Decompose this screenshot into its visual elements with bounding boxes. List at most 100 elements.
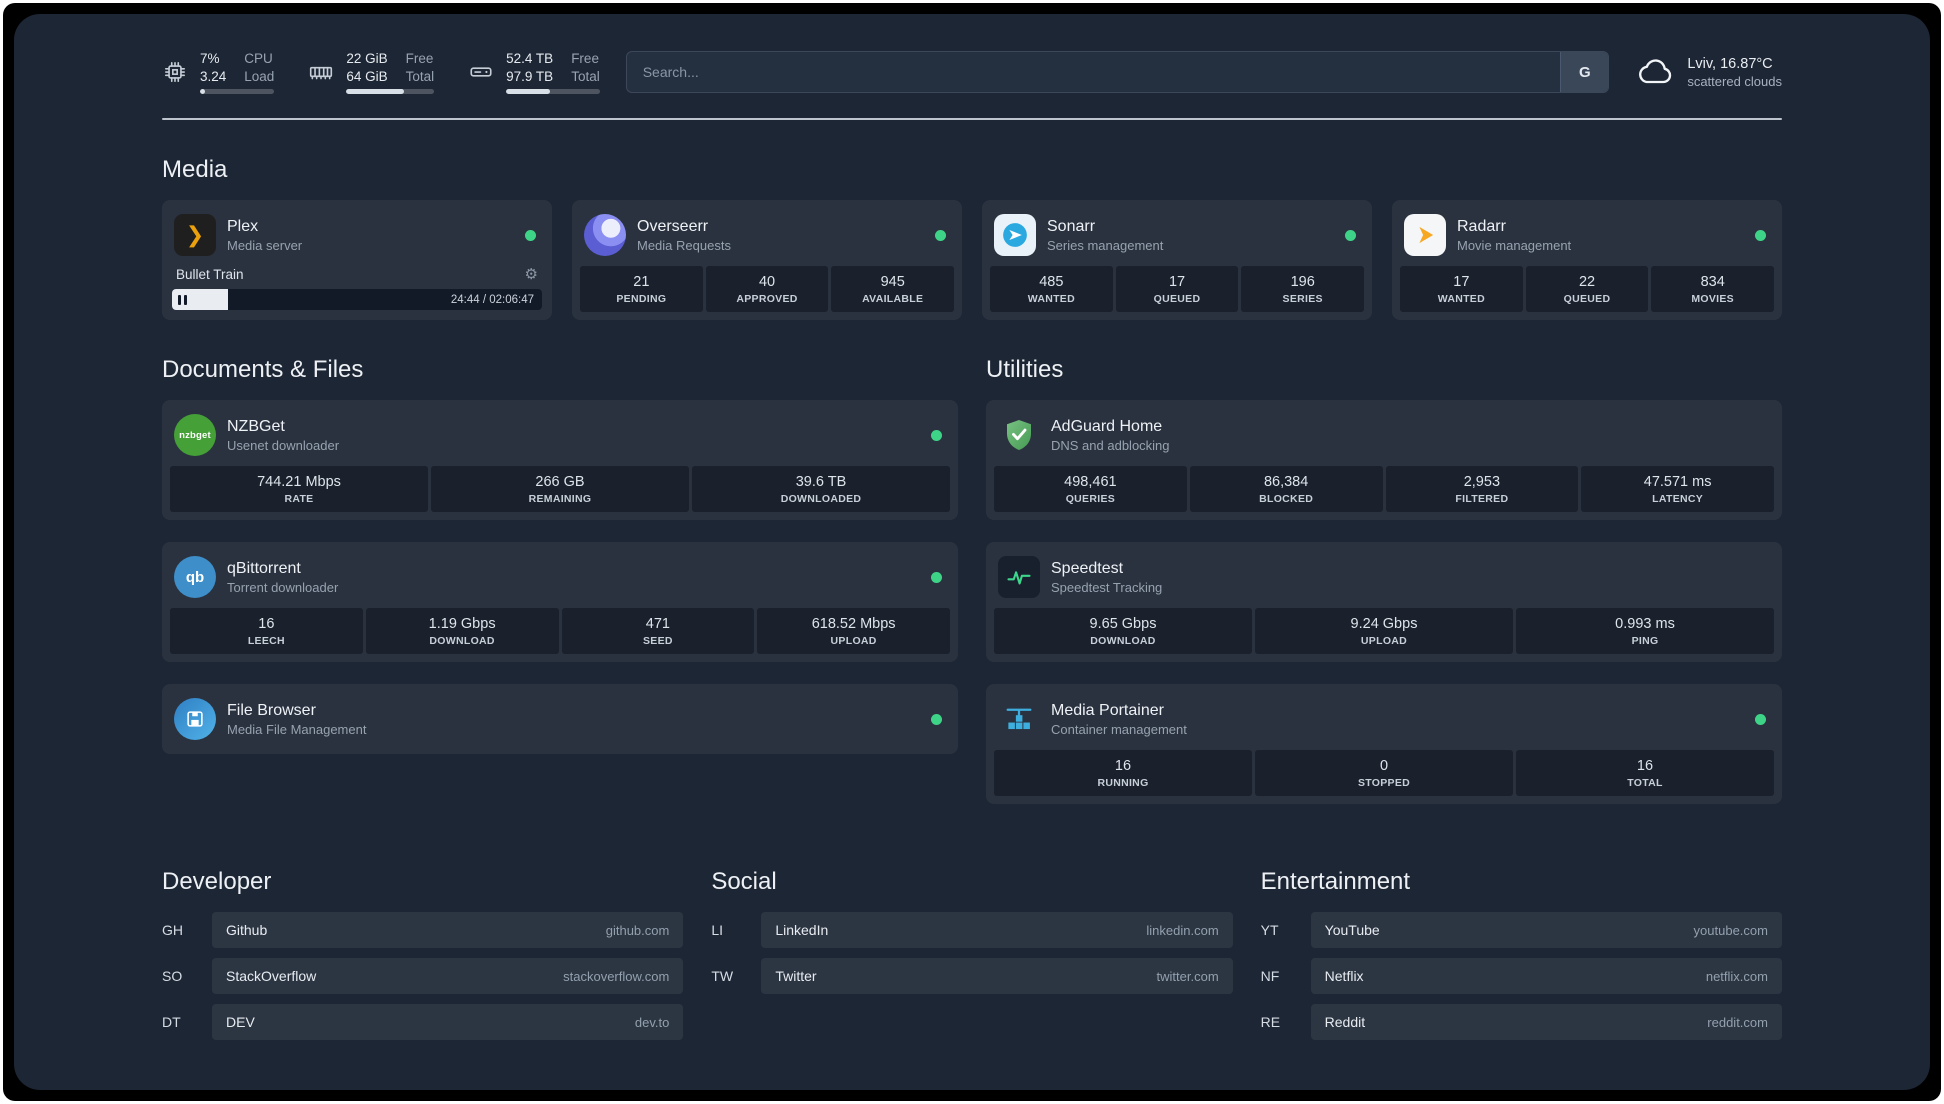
stat-value: 744.21 Mbps	[257, 474, 341, 491]
stat-value: 618.52 Mbps	[811, 616, 896, 633]
stat-value: 1.19 Gbps	[428, 616, 496, 633]
stat-tile: 40 APPROVED	[705, 266, 829, 313]
section-title-media: Media	[162, 156, 228, 184]
search-provider-button[interactable]: G	[1560, 52, 1609, 93]
stat-label: SEED	[642, 635, 673, 648]
status-dot	[931, 713, 942, 725]
bookmark-url: netflix.com	[1705, 968, 1768, 984]
service-card-plex[interactable]: ❯ Plex Media server Bullet Train ⚙	[162, 200, 552, 321]
bookmark-stackoverflow[interactable]: SO StackOverflow stackoverflow.com	[162, 958, 684, 995]
bookmark-url: dev.to	[634, 1014, 670, 1030]
service-card-nzbget[interactable]: nzbget NZBGet Usenet downloader 744.21 M…	[162, 400, 958, 521]
stat-value: 17	[1453, 274, 1470, 291]
documents-column: Documents & Files nzbget NZBGet Usenet d…	[162, 320, 958, 804]
status-dot	[931, 571, 942, 583]
service-desc: Usenet downloader	[227, 437, 340, 453]
stat-label: QUEUED	[1153, 293, 1201, 306]
service-name: Speedtest	[1051, 559, 1124, 577]
stat-label: QUEUED	[1563, 293, 1611, 306]
speedtest-icon	[998, 556, 1040, 599]
service-card-portainer[interactable]: Media Portainer Container management 16 …	[986, 684, 1782, 805]
stat-value: 86,384	[1263, 474, 1309, 491]
plex-icon: ❯	[174, 214, 216, 257]
service-card-radarr[interactable]: Radarr Movie management 17 WANTED 22 QUE…	[1392, 200, 1782, 321]
radarr-icon	[1404, 214, 1446, 257]
service-desc: Torrent downloader	[227, 579, 339, 595]
stat-tile: 945 AVAILABLE	[831, 266, 955, 313]
pause-icon[interactable]	[178, 294, 187, 305]
bookmark-github[interactable]: GH Github github.com	[162, 912, 684, 949]
bookmark-url: linkedin.com	[1146, 922, 1219, 938]
stat-label: TOTAL	[1627, 777, 1663, 790]
stat-label: STOPPED	[1357, 777, 1411, 790]
bookmark-youtube[interactable]: YT YouTube youtube.com	[1261, 912, 1782, 949]
stat-value: 471	[645, 616, 670, 633]
stat-tile: 744.21 Mbps RATE	[170, 466, 428, 513]
stat-value: 17	[1168, 274, 1186, 291]
stat-tile: 0.993 ms PING	[1516, 608, 1774, 655]
service-desc: Media server	[227, 237, 303, 253]
stat-tile: 266 GB REMAINING	[431, 466, 689, 513]
disk-widget: 52.4 TB 97.9 TB Free Total	[468, 50, 600, 95]
stat-value: 9.24 Gbps	[1350, 616, 1418, 633]
bookmark-name: Reddit	[1324, 1014, 1366, 1031]
search-input[interactable]	[626, 52, 1561, 93]
bookmark-name: Netflix	[1324, 968, 1364, 985]
status-dot	[1755, 229, 1766, 241]
stat-label: PENDING	[616, 293, 667, 306]
stat-tile: 16 RUNNING	[994, 750, 1252, 797]
memory-progress-track	[346, 89, 435, 95]
memory-icon	[308, 59, 334, 85]
bookmark-name: DEV	[226, 1014, 255, 1031]
weather-widget: Lviv, 16.87°C scattered clouds	[1635, 52, 1782, 92]
disk-total-value: 97.9 TB	[506, 68, 554, 84]
service-card-filebrowser[interactable]: File Browser Media File Management	[162, 684, 958, 755]
playback-progress-fill	[172, 289, 228, 311]
bookmark-twitter[interactable]: TW Twitter twitter.com	[711, 958, 1233, 995]
stat-tile: 9.65 Gbps DOWNLOAD	[994, 608, 1252, 655]
disk-progress-track	[506, 89, 600, 95]
cpu-label: CPU	[244, 51, 273, 66]
memory-total-label: Total	[405, 68, 435, 84]
stat-tile: 86,384 BLOCKED	[1189, 466, 1383, 513]
stat-label: FILTERED	[1455, 493, 1509, 506]
service-desc: Series management	[1047, 237, 1164, 253]
bookmark-reddit[interactable]: RE Reddit reddit.com	[1261, 1004, 1782, 1041]
bookmark-dev[interactable]: DT DEV dev.to	[162, 1004, 684, 1041]
stat-tile: 834 MOVIES	[1651, 266, 1775, 313]
stat-value: 0.993 ms	[1615, 616, 1675, 633]
memory-total-value: 64 GiB	[346, 68, 388, 84]
service-card-speedtest[interactable]: Speedtest Speedtest Tracking 9.65 Gbps D…	[986, 542, 1782, 663]
service-name: Overseerr	[637, 217, 709, 235]
dashboard-app: 7% 3.24 CPU Load	[14, 14, 1930, 1090]
stat-tile: 16 TOTAL	[1516, 750, 1774, 797]
service-card-sonarr[interactable]: Sonarr Series management 485 WANTED 17 Q…	[982, 200, 1372, 321]
stat-tile: 485 WANTED	[990, 266, 1113, 313]
stat-value: 498,461	[1064, 474, 1117, 491]
stat-label: PING	[1631, 635, 1659, 648]
cpu-progress-track	[200, 89, 275, 95]
bookmark-netflix[interactable]: NF Netflix netflix.com	[1261, 958, 1782, 995]
stat-value: 40	[758, 274, 776, 291]
disk-progress-fill	[506, 89, 551, 95]
service-card-overseerr[interactable]: Overseerr Media Requests 21 PENDING 40 A…	[572, 200, 962, 321]
status-dot	[935, 229, 946, 241]
stat-tile: 47.571 ms LATENCY	[1581, 466, 1774, 513]
stat-label: AVAILABLE	[862, 293, 924, 306]
playback-progress-bar[interactable]: 24:44 / 02:06:47	[172, 289, 542, 311]
service-desc: Media File Management	[227, 721, 367, 737]
section-title-documents: Documents & Files	[162, 356, 364, 384]
bookmark-url: youtube.com	[1693, 922, 1768, 938]
bookmarks-entertainment: Entertainment YT YouTube youtube.com NF …	[1261, 832, 1782, 1050]
bookmarks-social: Social LI LinkedIn linkedin.com TW Twitt…	[711, 832, 1233, 1004]
gear-icon[interactable]: ⚙	[524, 266, 538, 284]
overseerr-icon	[584, 214, 626, 257]
bookmark-url: stackoverflow.com	[563, 968, 670, 984]
bookmark-linkedin[interactable]: LI LinkedIn linkedin.com	[711, 912, 1233, 949]
memory-free-label: Free	[405, 51, 434, 66]
service-desc: Speedtest Tracking	[1051, 579, 1163, 595]
service-name: Radarr	[1457, 217, 1506, 235]
service-card-adguard[interactable]: AdGuard Home DNS and adblocking 498,461 …	[986, 400, 1782, 521]
search-bar: G	[625, 51, 1610, 94]
service-card-qbittorrent[interactable]: qb qBittorrent Torrent downloader 16 LEE…	[162, 542, 958, 663]
